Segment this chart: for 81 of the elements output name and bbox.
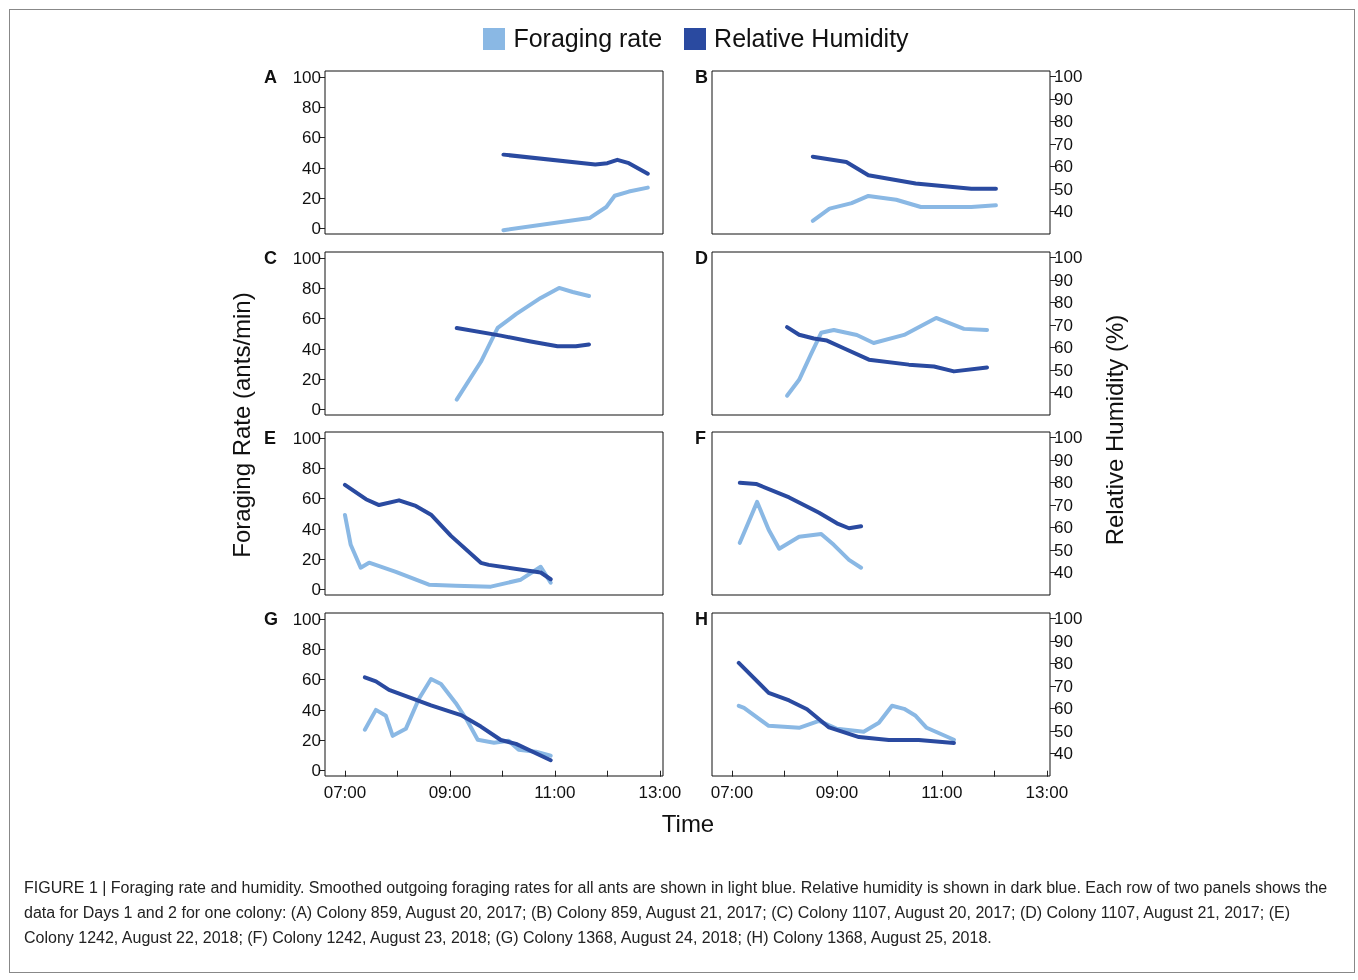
y-tick-label: 0 (311, 580, 321, 600)
line-series (736, 660, 956, 745)
y2-tick-label: 50 (1054, 179, 1073, 199)
y2-tick-label: 50 (1054, 360, 1073, 380)
y2-tick-label: 60 (1054, 338, 1073, 358)
y2-tick-label: 90 (1054, 89, 1073, 109)
chart-title: E (264, 428, 277, 448)
y2-tick-label: 40 (1054, 563, 1073, 583)
legend-label: Relative Humidity (714, 24, 909, 53)
y-tick-label: 40 (302, 700, 321, 720)
y-tick-label: 20 (302, 188, 321, 208)
y-tick-label: 40 (302, 339, 321, 359)
line-series (454, 285, 591, 402)
y-tick-label: 60 (302, 489, 321, 509)
x-tick-label: 07:00 (710, 783, 754, 802)
y2-tick-label: 90 (1054, 450, 1073, 470)
y-tick-label: 60 (302, 309, 321, 329)
y-tick-label: 0 (311, 400, 321, 420)
y2-tick-label: 100 (1054, 248, 1083, 268)
x-axis-title: Time (661, 810, 715, 838)
y-tick-label: 100 (292, 609, 321, 629)
x-tick-label: 09:00 (428, 783, 472, 802)
y2-tick-label: 100 (1054, 67, 1083, 87)
y-tick-label: 60 (302, 670, 321, 690)
chart-title: D (695, 248, 708, 268)
y2-tick-label: 60 (1054, 518, 1073, 538)
y2-tick-label: 60 (1054, 157, 1073, 177)
chart-title: H (695, 609, 708, 629)
y2-tick-label: 60 (1054, 699, 1073, 719)
y-tick-label: 100 (292, 428, 321, 448)
y2-tick-label: 70 (1054, 315, 1073, 335)
y2-tick-label: 70 (1054, 495, 1073, 515)
y2-tick-label: 80 (1054, 293, 1073, 313)
y2-tick-label: 90 (1054, 270, 1073, 290)
line-series (810, 154, 998, 191)
y-tick-label: 100 (292, 67, 321, 87)
y2-tick-label: 80 (1054, 112, 1073, 132)
y-tick-label: 20 (302, 730, 321, 750)
y-tick-label: 80 (302, 458, 321, 478)
y-tick-label: 40 (302, 519, 321, 539)
y2-tick-label: 70 (1054, 134, 1073, 154)
y2-tick-label: 100 (1054, 609, 1083, 629)
y2-tick-label: 50 (1054, 540, 1073, 560)
line-series (785, 325, 990, 374)
y2-tick-label: 80 (1054, 473, 1073, 493)
line-series (737, 480, 864, 531)
x-tick-label: 11:00 (534, 783, 576, 802)
y-tick-label: 0 (311, 219, 321, 239)
x-tick-label: 13:00 (1025, 783, 1069, 802)
chart-title: G (264, 609, 279, 629)
y-tick-label: 40 (302, 158, 321, 178)
line-series (342, 512, 553, 589)
y2-tick-label: 70 (1054, 676, 1073, 696)
y-tick-label: 20 (302, 369, 321, 389)
y2-tick-label: 40 (1054, 383, 1073, 403)
chart-title: F (695, 428, 706, 448)
x-tick-label: 09:00 (815, 783, 859, 802)
y-tick-label: 100 (292, 248, 321, 268)
y-tick-label: 80 (302, 97, 321, 117)
chart-title: C (264, 248, 277, 268)
y2-tick-label: 40 (1054, 744, 1073, 764)
y2-axis-title: Relative Humidity (%) (1101, 314, 1129, 546)
x-tick-label: 07:00 (323, 783, 367, 802)
chart-title: B (695, 67, 708, 87)
line-series (501, 185, 650, 233)
y-tick-label: 0 (311, 761, 321, 781)
legend-label: Foraging rate (513, 24, 663, 53)
caption: FIGURE 1 | Foraging rate and humidity. Smoothed outgoing foraging rates for all ants are shown in light blue. Relative humidity is shown in dark blue. Each row of two panels shows the data for Days 1 and 2 for one colony: (A) Colony 859, August 20, 2017; (B) Colony 859, August 21, 2017; (C) Colony 1107, August 20, 2017; (D) Colony 1107, August 21, 2017; (E) Colony 1242, August 22, 2018; (F) Colony 1242, August 23, 2018; (G) Colony 1368, August 24, 2018; (H) Colony 1368, August 25, 2018. (24, 878, 1329, 948)
x-tick-label: 13:00 (638, 783, 682, 802)
chart-title: A (264, 67, 277, 87)
y-tick-label: 20 (302, 549, 321, 569)
y-axis-title: Foraging Rate (ants/min) (228, 292, 256, 558)
y2-tick-label: 100 (1054, 428, 1083, 448)
y-tick-label: 80 (302, 639, 321, 659)
y2-tick-label: 40 (1054, 202, 1073, 222)
y2-tick-label: 80 (1054, 654, 1073, 674)
y-tick-label: 60 (302, 128, 321, 148)
x-tick-label: 11:00 (921, 783, 963, 802)
y-tick-label: 80 (302, 278, 321, 298)
y2-tick-label: 50 (1054, 721, 1073, 741)
y2-tick-label: 90 (1054, 631, 1073, 651)
